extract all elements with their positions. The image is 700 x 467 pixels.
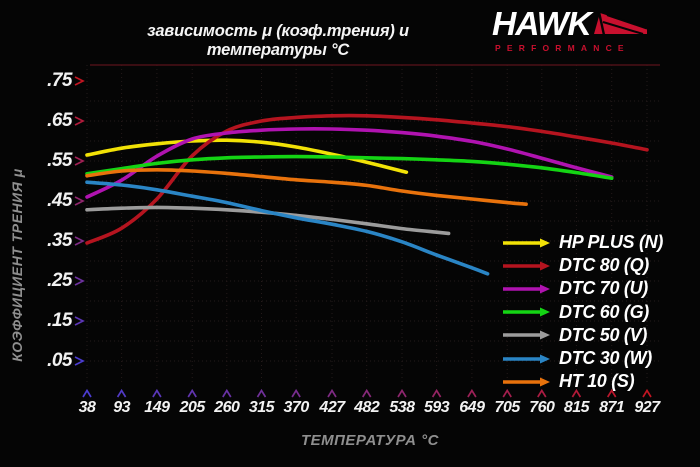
legend-item-hp-plus-n: HP PLUS (N) (503, 231, 663, 254)
hawk-logo-wing-icon (593, 12, 647, 36)
x-tick-38: 38 (78, 399, 96, 416)
hawk-logo: HAWK PERFORMANCE (492, 5, 677, 54)
legend-label-dtc-50-v: DTC 50 (V) (559, 324, 648, 345)
legend-swatch-dtc-30-w (503, 354, 550, 364)
x-tick-927: 927 (634, 399, 660, 416)
legend-label-dtc-60-g: DTC 60 (G) (559, 301, 650, 322)
x-tick-815: 815 (563, 399, 590, 416)
x-tick-315: 315 (248, 399, 275, 416)
y-tick-15: .15 (47, 310, 72, 331)
x-tick-705: 705 (494, 399, 521, 416)
x-tick-538: 538 (389, 399, 415, 416)
legend-item-dtc-30-w: DTC 30 (W) (503, 347, 663, 370)
legend-swatch-hp-plus-n (503, 238, 550, 248)
x-tick-93: 93 (113, 399, 131, 416)
x-tick-427: 427 (319, 399, 345, 416)
x-axis-title: ТЕМПЕРАТУРА °C (300, 432, 440, 449)
legend-label-hp-plus-n: HP PLUS (N) (559, 232, 664, 253)
x-tick-649: 649 (459, 399, 485, 416)
x-tick-760: 760 (529, 399, 555, 416)
y-tick-05: .05 (47, 350, 72, 371)
y-tick-35: .35 (47, 230, 72, 251)
x-tick-482: 482 (354, 399, 380, 416)
curve-ht-10-s (85, 167, 528, 206)
legend-swatch-dtc-50-v (503, 330, 550, 340)
y-tick-45: .45 (47, 190, 72, 211)
legend-swatch-dtc-80-q (503, 261, 550, 271)
hawk-logo-subtitle: PERFORMANCE (495, 43, 630, 53)
curve-dtc-30-w (85, 180, 490, 276)
legend-item-dtc-80-q: DTC 80 (Q) (503, 254, 663, 277)
legend-label-ht-10-s: HT 10 (S) (559, 371, 635, 392)
legend-swatch-ht-10-s (503, 377, 550, 387)
legend-item-dtc-70-u: DTC 70 (U) (503, 277, 663, 300)
x-tick-593: 593 (423, 399, 450, 416)
hawk-logo-row: HAWK (492, 5, 677, 42)
legend-swatch-dtc-60-g (503, 307, 550, 317)
y-tick-25: .25 (47, 270, 72, 291)
chart-title: зависимость μ (коэф.трения) и температур… (147, 22, 409, 59)
x-tick-260: 260 (214, 399, 240, 416)
legend-item-dtc-50-v: DTC 50 (V) (503, 324, 663, 347)
legend-label-dtc-30-w: DTC 30 (W) (559, 348, 652, 369)
legend-item-dtc-60-g: DTC 60 (G) (503, 301, 663, 324)
y-tick-55: .55 (47, 150, 72, 171)
legend-item-ht-10-s: HT 10 (S) (503, 370, 663, 393)
legend-label-dtc-70-u: DTC 70 (U) (559, 278, 649, 299)
x-tick-149: 149 (144, 399, 170, 416)
legend-label-dtc-80-q: DTC 80 (Q) (559, 255, 650, 276)
x-tick-370: 370 (283, 399, 310, 416)
curve-dtc-60-g (85, 154, 614, 180)
legend: HP PLUS (N) DTC 80 (Q) DTC 70 (U) DTC 60… (503, 231, 663, 393)
x-tick-871: 871 (599, 399, 625, 416)
y-tick-75: .75 (47, 70, 72, 91)
x-tick-205: 205 (179, 399, 206, 416)
y-tick-65: .65 (47, 110, 72, 131)
hawk-logo-wordmark: HAWK (492, 5, 592, 42)
legend-swatch-dtc-70-u (503, 284, 550, 294)
curve-dtc-80-q (85, 113, 649, 245)
curve-dtc-70-u (85, 127, 614, 199)
y-axis-title: КОЭФФИЦИЕНТ ТРЕНИЯ μ (9, 168, 25, 362)
